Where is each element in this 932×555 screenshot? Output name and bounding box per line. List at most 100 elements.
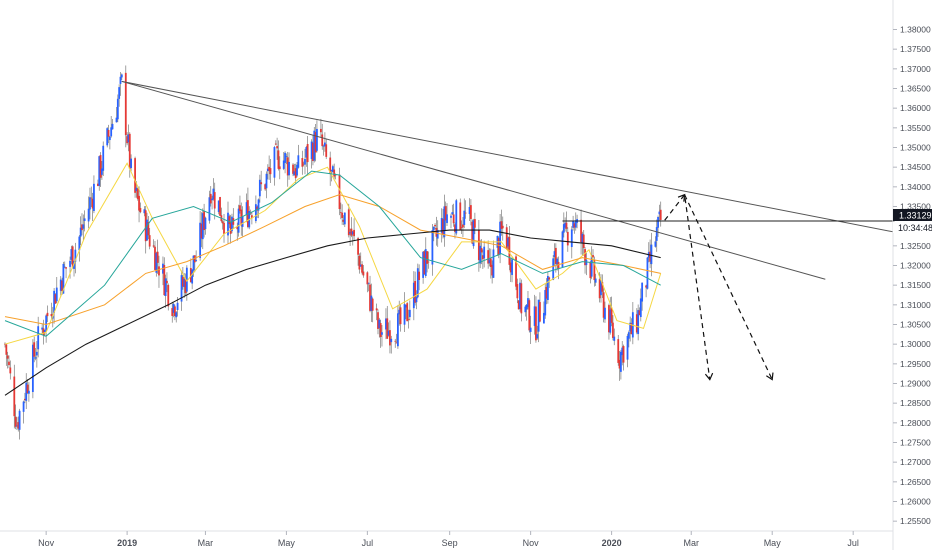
- projections-layer: [664, 193, 774, 381]
- candle-2020-02-04: [655, 227, 658, 241]
- price-tick-label: 1.30500: [900, 320, 931, 330]
- candle-2019-05-03: [288, 161, 290, 176]
- candle-2018-12-24: [115, 117, 118, 123]
- candle-2019-08-09: [418, 271, 421, 281]
- candle-2019-05-09: [296, 164, 298, 176]
- projection-path-2[interactable]: [684, 194, 773, 380]
- candle-2019-07-16: [386, 318, 389, 339]
- candle-2018-10-23: [33, 342, 36, 357]
- candle-2019-09-11: [462, 224, 464, 228]
- time-tick-label: Mar: [683, 538, 699, 548]
- candle-2020-01-14: [627, 332, 630, 339]
- candle-2019-03-08: [213, 192, 216, 209]
- candle-2019-09-03: [451, 212, 454, 215]
- projection-arrowhead: [704, 372, 714, 381]
- candle-2019-06-19: [350, 228, 353, 236]
- candle-2019-07-02: [367, 282, 370, 284]
- price-tick-label: 1.25500: [900, 516, 931, 526]
- candle-2019-12-12: [584, 249, 586, 266]
- candle-2018-10-08: [13, 376, 16, 417]
- price-tick-label: 1.32500: [900, 241, 931, 251]
- time-tick-label: Jul: [847, 538, 859, 548]
- candle-2019-05-07: [293, 171, 296, 176]
- candle-2019-08-19: [431, 230, 434, 265]
- candle-2019-02-27: [201, 213, 204, 240]
- candle-2020-01-27: [645, 285, 648, 288]
- price-tick-label: 1.26000: [900, 497, 931, 507]
- candle-2019-10-29: [525, 304, 528, 310]
- candle-2019-11-19: [553, 251, 556, 258]
- candle-2018-11-08: [54, 294, 57, 304]
- candle-2018-12-11: [98, 156, 101, 186]
- time-tick-label: Sep: [442, 538, 458, 548]
- candle-2019-08-22: [435, 227, 438, 237]
- candle-2018-11-12: [59, 279, 62, 291]
- candle-2018-10-26: [37, 326, 40, 350]
- time-axis[interactable]: Nov 2019 Mar May Jul Sep Nov 2020 Mar May Jul: [38, 531, 859, 548]
- candle-2019-02-11: [180, 275, 183, 302]
- candle-2019-11-04: [533, 306, 536, 326]
- trendline-2[interactable]: [121, 80, 826, 280]
- candle-2019-06-03: [329, 157, 332, 175]
- candle-2019-10-01: [488, 259, 491, 264]
- candle-2018-11-21: [71, 246, 74, 268]
- candle-2018-11-19: [69, 260, 71, 267]
- countdown-box: [893, 222, 932, 233]
- candle-2018-10-19: [27, 390, 30, 394]
- candle-2019-01-17: [147, 222, 150, 236]
- candle-2019-12-26: [602, 292, 605, 318]
- candle-2019-11-13: [545, 286, 548, 299]
- candle-2019-06-18: [349, 232, 352, 234]
- candle-2019-12-18: [592, 255, 594, 258]
- candle-2019-05-30: [323, 142, 326, 147]
- candle-2019-10-24: [519, 282, 521, 310]
- candle-2019-06-21: [353, 229, 355, 237]
- candle-2019-09-13: [464, 212, 467, 214]
- candle-2019-08-29: [444, 206, 447, 221]
- candle-2019-07-30: [404, 304, 407, 308]
- candle-2019-10-23: [517, 300, 520, 310]
- candle-2018-12-26: [118, 87, 121, 99]
- candle-2019-06-26: [359, 264, 362, 267]
- candle-2019-07-24: [396, 313, 399, 347]
- candle-2018-12-06: [91, 198, 94, 209]
- candle-2019-05-29: [322, 145, 325, 147]
- candle-2019-03-27: [239, 205, 241, 211]
- candle-2019-01-08: [135, 187, 138, 192]
- candle-2020-02-06: [658, 211, 661, 215]
- candle-2019-01-02: [127, 134, 130, 143]
- candle-2019-11-11: [543, 312, 545, 324]
- candle-2019-03-11: [217, 200, 220, 213]
- candle-2018-11-16: [65, 267, 67, 269]
- candle-2019-01-11: [139, 208, 142, 213]
- candle-2019-07-23: [395, 342, 398, 344]
- projection-path-1[interactable]: [664, 193, 711, 380]
- candle-2018-11-14: [62, 263, 65, 294]
- candle-2019-02-21: [193, 255, 196, 263]
- trendline-1[interactable]: [121, 80, 895, 233]
- candle-2019-05-14: [302, 163, 305, 165]
- candle-2019-10-22: [516, 284, 519, 299]
- candle-2019-05-24: [316, 128, 318, 151]
- candle-2019-04-16: [265, 173, 268, 189]
- candle-2019-08-12: [422, 251, 425, 278]
- candle-2019-03-15: [223, 222, 225, 235]
- candle-2019-05-02: [286, 157, 289, 176]
- candle-2019-10-02: [489, 258, 492, 267]
- candle-2019-06-10: [338, 174, 341, 210]
- candle-2019-01-04: [130, 158, 132, 168]
- candle-2019-08-23: [436, 229, 439, 239]
- candle-2019-07-25: [398, 309, 401, 315]
- price-axis[interactable]: 1.38000 1.37500 1.37000 1.36500 1.36000 1.355…: [893, 25, 931, 527]
- candle-2020-01-31: [650, 244, 653, 265]
- candle-2020-01-24: [641, 282, 644, 302]
- candle-2019-06-04: [330, 170, 333, 171]
- candle-2019-09-23: [477, 229, 480, 260]
- candle-2019-08-14: [424, 249, 427, 276]
- candle-2019-04-15: [264, 184, 267, 190]
- candle-2019-05-08: [294, 168, 297, 179]
- candle-2018-10-12: [18, 410, 21, 430]
